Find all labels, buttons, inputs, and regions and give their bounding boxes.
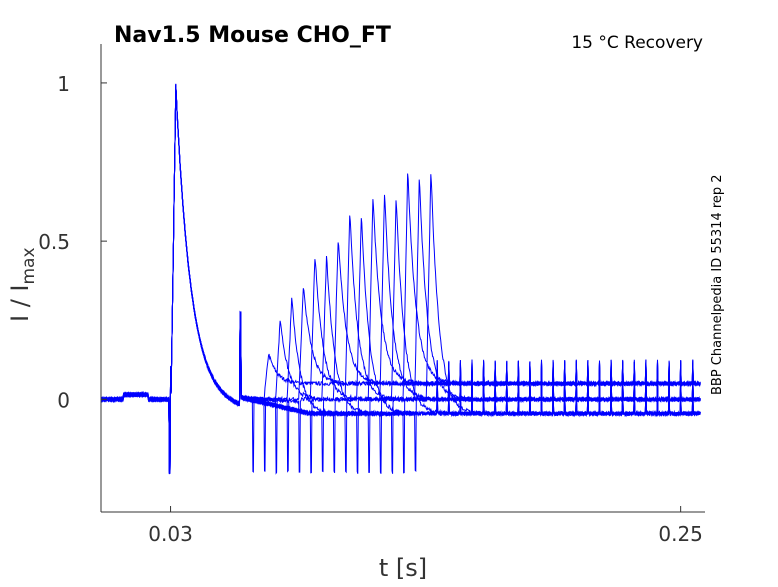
side-label: BBP Channelpedia ID 55314 rep 2 <box>710 174 725 395</box>
y-tick-label: 1 <box>57 72 70 96</box>
x-tick-label: 0.25 <box>658 522 703 546</box>
y-axis-label: I / Imax <box>6 247 39 322</box>
y-tick-label: 0.5 <box>38 230 70 254</box>
x-axis-label: t [s] <box>379 554 427 582</box>
sweep-trace <box>100 86 701 474</box>
traces <box>100 83 701 475</box>
x-tick-label: 0.03 <box>148 522 193 546</box>
svg-text:I / Imax: I / Imax <box>6 247 39 322</box>
chart-title: Nav1.5 Mouse CHO_FT <box>114 23 391 48</box>
chart-subtitle: 15 °C Recovery <box>571 33 703 53</box>
y-tick-label: 0 <box>57 388 70 412</box>
